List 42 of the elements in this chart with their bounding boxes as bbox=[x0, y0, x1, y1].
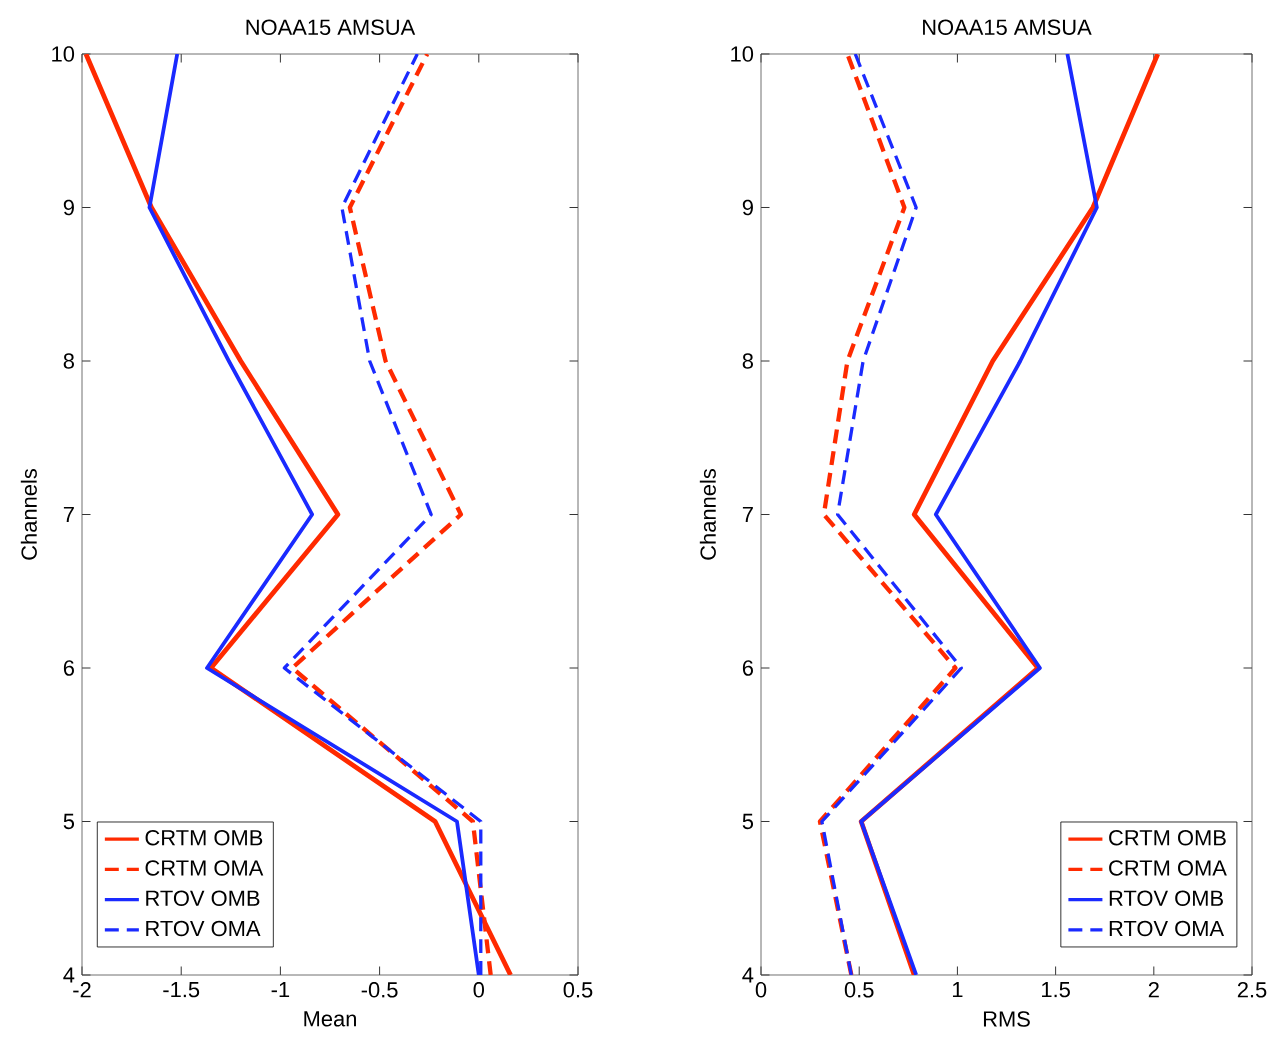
y-tick-label: 5 bbox=[742, 813, 754, 830]
chart-title: NOAA15 AMSUA bbox=[923, 19, 1092, 35]
x-tick-label: 0.5 bbox=[844, 982, 874, 998]
legend-label: CRTM OMB bbox=[145, 829, 263, 846]
y-tick-label: 10 bbox=[731, 46, 754, 62]
y-axis-title: Channels bbox=[699, 469, 716, 560]
chart-title: NOAA15 AMSUA bbox=[246, 19, 416, 36]
legend-label: RTOV OMB bbox=[146, 890, 260, 906]
y-tick-label: 6 bbox=[742, 660, 753, 676]
legend-label: RTOV OMA bbox=[1109, 920, 1225, 937]
x-tick-label: -1 bbox=[271, 982, 290, 998]
y-axis-title: Channels bbox=[20, 469, 37, 560]
x-tick-label: -0.5 bbox=[361, 982, 398, 998]
y-tick-label: 5 bbox=[63, 813, 75, 830]
legend-label: CRTM OMB bbox=[1109, 829, 1226, 846]
x-tick-label: 0 bbox=[473, 982, 485, 998]
x-tick-label: 2 bbox=[1148, 982, 1159, 998]
y-tick-label: 7 bbox=[742, 506, 753, 523]
y-tick-label: 4 bbox=[742, 967, 754, 983]
legend-label: CRTM OMA bbox=[1109, 860, 1227, 876]
x-tick-label: 0.5 bbox=[563, 982, 593, 998]
legend-label: CRTM OMA bbox=[145, 860, 264, 876]
x-tick-label: 0 bbox=[755, 982, 767, 998]
x-tick-label: 1 bbox=[952, 982, 963, 998]
y-tick-label: 8 bbox=[742, 353, 753, 369]
x-tick-label: 1.5 bbox=[1042, 982, 1070, 998]
x-axis-title: Mean bbox=[304, 1011, 356, 1027]
legend-label: RTOV OMA bbox=[146, 920, 261, 937]
y-tick-label: 8 bbox=[63, 353, 74, 369]
y-tick-label: 4 bbox=[63, 967, 75, 983]
x-tick-label: -2 bbox=[73, 982, 91, 998]
line-series bbox=[83, 54, 513, 975]
y-tick-label: 10 bbox=[52, 46, 75, 62]
y-tick-label: 9 bbox=[63, 199, 74, 216]
x-tick-label: 2.5 bbox=[1237, 982, 1267, 998]
line-series bbox=[859, 53, 1099, 975]
y-tick-label: 7 bbox=[63, 506, 74, 523]
y-tick-label: 9 bbox=[742, 199, 753, 216]
x-axis-title: RMS bbox=[983, 1011, 1030, 1027]
legend-label: RTOV OMB bbox=[1109, 890, 1223, 906]
y-tick-label: 6 bbox=[63, 660, 74, 676]
x-tick-label: -1.5 bbox=[163, 982, 200, 998]
